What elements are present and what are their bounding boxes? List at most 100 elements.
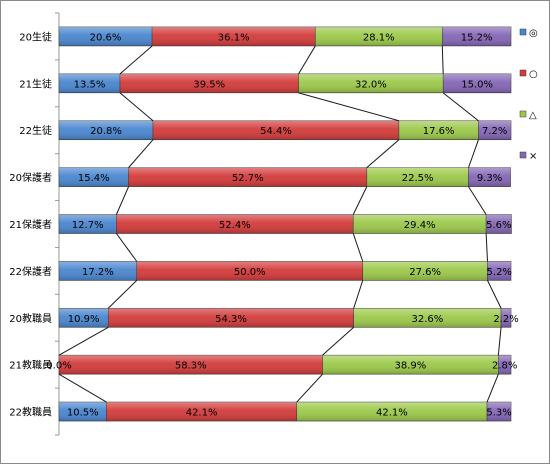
series-connector-line xyxy=(442,92,479,122)
bar-segment-sheen xyxy=(59,308,109,328)
series-connector-line xyxy=(468,139,479,168)
bar-segment-sheen xyxy=(296,402,488,422)
bar-segment-sheen xyxy=(487,402,511,422)
category-label: 22保護者 xyxy=(9,265,52,278)
bar-segment-sheen xyxy=(136,261,363,281)
data-label: 32.6% xyxy=(411,314,443,325)
bar-segment-sheen xyxy=(59,261,137,281)
legend-swatch xyxy=(519,69,527,77)
data-label: 5.6% xyxy=(486,220,511,231)
series-connector-line xyxy=(352,186,368,215)
data-label: 10.9% xyxy=(68,314,100,325)
bar-segment-sheen xyxy=(128,167,367,187)
data-label: 15.0% xyxy=(461,79,493,90)
data-label: 9.3% xyxy=(477,173,502,184)
data-labels-layer: 20.6% 36.1% 28.1% 15.2% 20生徒 13.5% 39.5% 32.0% 1… xyxy=(9,30,518,418)
series-connector-line xyxy=(298,45,316,75)
bar-segment-sheen xyxy=(498,355,511,375)
axis-layer xyxy=(55,12,60,436)
series-connector-line xyxy=(296,373,323,403)
series-connector-line xyxy=(352,233,364,262)
data-label: 52.7% xyxy=(232,173,264,184)
data-label: 7.2% xyxy=(482,126,507,137)
data-label: 38.9% xyxy=(395,361,427,372)
data-label: 0.0% xyxy=(46,361,71,372)
category-label: 20教職員 xyxy=(9,312,52,325)
data-label: 12.7% xyxy=(72,220,104,231)
data-label: 20.6% xyxy=(90,32,122,43)
bar-segment-sheen xyxy=(353,214,487,234)
bar-segment-sheen xyxy=(59,73,121,93)
data-label: 2.8% xyxy=(492,361,517,372)
data-label: 13.5% xyxy=(74,79,106,90)
series-connector-line xyxy=(116,233,138,262)
category-label: 21保護者 xyxy=(9,218,52,231)
data-label: 32.0% xyxy=(355,79,387,90)
bar-segment-sheen xyxy=(442,26,511,46)
series-connector-line xyxy=(366,139,400,168)
data-label: 50.0% xyxy=(234,267,266,278)
series-connector-line xyxy=(468,186,487,215)
bar-segment-sheen xyxy=(59,26,153,46)
bars-layer xyxy=(58,26,512,422)
bar-segment-sheen xyxy=(315,26,443,46)
bar-segment-sheen xyxy=(116,214,354,234)
category-label: 22教職員 xyxy=(9,406,52,419)
category-label: 20生徒 xyxy=(19,30,52,43)
data-label: 27.6% xyxy=(409,267,441,278)
series-connector-line xyxy=(128,139,154,168)
data-label: 20.8% xyxy=(90,126,122,137)
data-label: 52.4% xyxy=(219,220,251,231)
data-label: 15.2% xyxy=(461,32,493,43)
data-label: 36.1% xyxy=(218,32,250,43)
category-label: 22生徒 xyxy=(19,124,52,137)
bar-segment-sheen xyxy=(59,167,129,187)
legend-label: △ xyxy=(529,110,537,121)
data-label: 5.3% xyxy=(486,408,511,419)
bar-segment-sheen xyxy=(59,120,154,140)
legend-swatch xyxy=(519,151,527,159)
data-label: 58.3% xyxy=(175,361,207,372)
series-connector-line xyxy=(119,92,154,122)
bar-segment-sheen xyxy=(366,167,469,187)
data-label: 54.4% xyxy=(260,126,292,137)
category-label: 20保護者 xyxy=(9,171,52,184)
bar-segment-sheen xyxy=(59,355,323,375)
legend-swatch xyxy=(519,28,527,36)
series-connector-line xyxy=(119,45,153,75)
data-label: 2.2% xyxy=(493,314,518,325)
legend-label: ◎ xyxy=(529,28,538,39)
data-label: 54.3% xyxy=(215,314,247,325)
series-connector-line xyxy=(497,327,502,356)
data-label: 29.4% xyxy=(404,220,436,231)
data-label: 10.5% xyxy=(67,408,99,419)
bar-segment-sheen xyxy=(153,120,399,140)
series-connector-line xyxy=(441,45,444,74)
legend-swatch xyxy=(519,110,527,118)
bar-segment-sheen xyxy=(59,214,117,234)
bar-segment-sheen xyxy=(486,214,512,234)
bar-segment-sheen xyxy=(501,308,511,328)
series-connector-line xyxy=(107,280,138,309)
series-connector-line xyxy=(353,280,364,309)
data-label: 22.5% xyxy=(402,173,434,184)
data-label: 42.1% xyxy=(186,408,218,419)
series-connector-line xyxy=(58,326,109,356)
series-connector-line xyxy=(298,92,400,122)
data-label: 17.6% xyxy=(423,126,455,137)
series-connector-line xyxy=(487,280,502,309)
data-label: 15.4% xyxy=(78,173,110,184)
bar-segment-sheen xyxy=(353,308,502,328)
series-connector-line xyxy=(58,373,107,403)
series-connector-line xyxy=(115,186,130,215)
bar-segment-sheen xyxy=(468,167,511,187)
data-label: 28.1% xyxy=(363,32,395,43)
bar-segment-sheen xyxy=(120,73,299,93)
series-connector-line xyxy=(322,326,355,356)
bar-segment-sheen xyxy=(443,73,511,93)
category-label: 21教職員 xyxy=(9,359,52,372)
bar-segment-sheen xyxy=(152,26,316,46)
bar-segment-sheen xyxy=(298,73,444,93)
